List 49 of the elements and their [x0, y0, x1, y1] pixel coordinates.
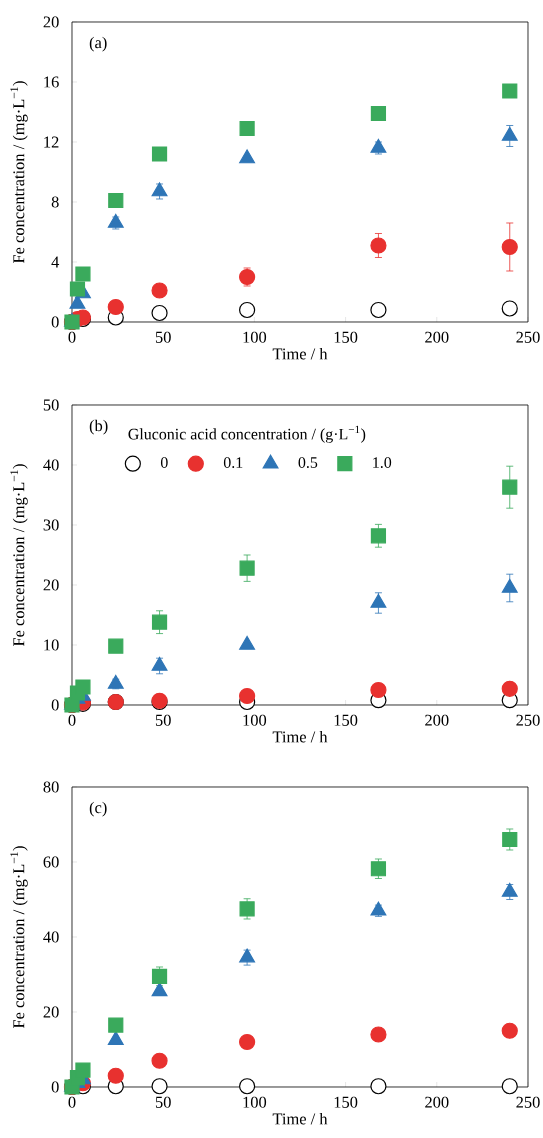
y-tick-label: 20 [43, 1006, 59, 1018]
x-tick-label: 250 [516, 1096, 540, 1108]
x-axis-title: Time / h [272, 730, 328, 743]
y-tick-label: 10 [44, 639, 59, 651]
x-tick-label: 50 [155, 1096, 171, 1108]
y-tick-label: 4 [51, 256, 60, 268]
y-tick-label: 30 [43, 519, 59, 531]
y-tick-label: 12 [44, 136, 59, 148]
annotation: (b) [89, 419, 108, 435]
y-tick-label: 40 [43, 459, 59, 471]
x-tick-label: 100 [243, 714, 267, 726]
x-axis-title: Time / h [272, 347, 328, 360]
y-tick-label: 40 [43, 931, 59, 943]
x-tick-label: 0 [68, 331, 76, 343]
x-tick-label: 150 [334, 331, 358, 343]
x-tick-label: 100 [243, 1096, 267, 1108]
x-tick-label: 200 [425, 1096, 449, 1108]
x-tick-label: 250 [516, 714, 540, 726]
x-tick-label: 250 [516, 331, 540, 343]
x-tick-label: 50 [155, 331, 171, 343]
x-tick-label: 0 [68, 714, 76, 726]
y-tick-label: 50 [43, 399, 59, 411]
legend-label: 0.5 [298, 457, 318, 468]
y-tick-label: 20 [43, 579, 59, 591]
y-tick-label: 60 [43, 856, 59, 868]
y-tick-label: 20 [43, 16, 59, 28]
x-tick-label: 200 [425, 331, 449, 343]
annotation: (a) [89, 36, 107, 52]
x-tick-label: 0 [68, 1096, 76, 1108]
annotation: (c) [89, 801, 107, 817]
x-tick-label: 150 [334, 714, 358, 726]
y-tick-label: 0 [51, 316, 59, 328]
legend-label: 1.0 [373, 457, 392, 468]
legend-label: 0 [160, 457, 168, 468]
x-tick-label: 50 [155, 714, 171, 726]
y-tick-label: 80 [43, 781, 59, 793]
y-tick-label: 0 [51, 1081, 59, 1093]
x-axis-title: Time / h [272, 1112, 328, 1125]
x-tick-label: 100 [243, 331, 267, 343]
y-tick-label: 16 [44, 76, 59, 88]
y-tick-label: 0 [51, 699, 59, 711]
legend-label: 0.1 [223, 457, 243, 468]
legend-title: Gluconic acid concentration / (g·L$^{−1}$) [128, 425, 366, 443]
x-tick-label: 200 [425, 714, 449, 726]
y-tick-label: 8 [51, 196, 59, 208]
y-axis-title: Fe concentration / (mg·L$^{−1}$) [10, 81, 28, 264]
y-axis-title: Fe concentration / (mg·L$^{−1}$) [10, 464, 28, 647]
y-axis-title: Fe concentration / (mg·L$^{−1}$) [10, 846, 28, 1029]
x-tick-label: 150 [334, 1096, 358, 1108]
